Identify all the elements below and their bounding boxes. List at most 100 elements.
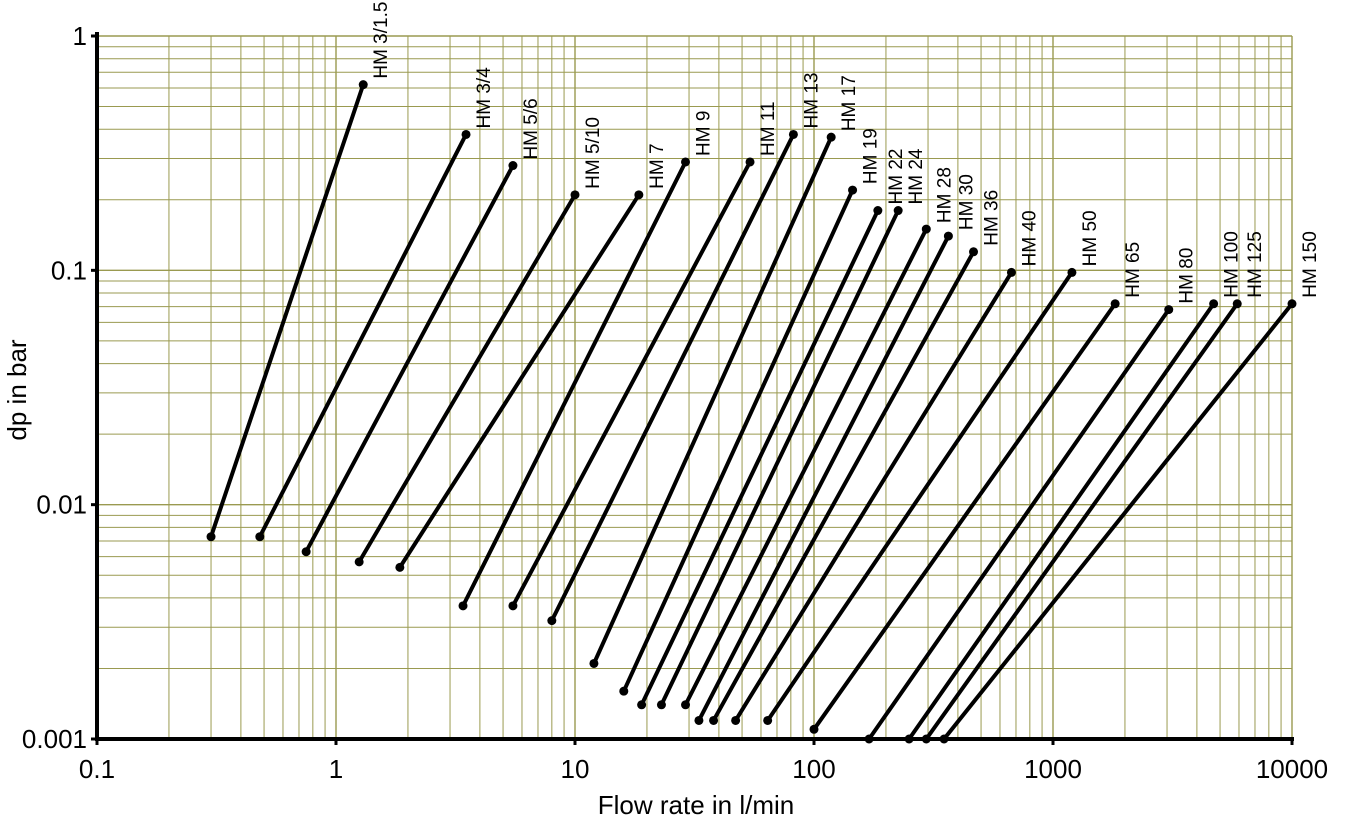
series-hm-65: HM 65 [809, 242, 1144, 734]
series-hm-11: HM 11 [508, 101, 779, 611]
series-hm-150: HM 150 [939, 231, 1321, 744]
series-line [549, 132, 796, 623]
series-label: HM 100 [1222, 231, 1243, 298]
series-line [257, 132, 469, 539]
series-start-point [681, 700, 691, 710]
x-tick-label: 1000 [1024, 754, 1082, 784]
series-hm-100: HM 100 [904, 231, 1243, 744]
series-line [397, 192, 641, 570]
series-label: HM 24 [906, 148, 927, 204]
series-start-point [301, 547, 311, 557]
series-line [924, 301, 1240, 741]
series-line [304, 163, 515, 554]
series-end-point [873, 206, 883, 216]
x-tick-label: 10 [561, 754, 590, 784]
series-hm-5-10: HM 5/10 [354, 117, 604, 567]
series-label: HM 30 [956, 174, 977, 230]
series-line [357, 192, 577, 564]
series-label: HM 5/6 [521, 98, 542, 159]
x-tick-label: 100 [792, 754, 835, 784]
y-tick-label: 0.01 [36, 490, 87, 520]
series-end-point [893, 206, 903, 216]
series-label: HM 65 [1123, 242, 1144, 298]
series-lines: HM 3/1.5 HM 3/4 HM 5/6 HM 5/10 HM 7 HM 9 HM 11… [206, 2, 1321, 744]
series-line [867, 307, 1171, 741]
x-tick-label: 1 [329, 754, 343, 784]
series-start-point [458, 601, 468, 611]
series-start-point [547, 616, 557, 626]
series-end-point [969, 247, 979, 257]
series-start-point [619, 686, 629, 696]
series-label: HM 28 [934, 167, 955, 223]
series-hm-125: HM 125 [921, 231, 1266, 744]
y-tick-label: 0.001 [22, 724, 87, 754]
x-tick-label: 10000 [1256, 754, 1328, 784]
series-hm-17: HM 17 [589, 75, 860, 668]
series-label: HM 3/1.5 [371, 2, 392, 79]
x-tick-label: 0.1 [79, 754, 115, 784]
series-line [659, 208, 901, 707]
series-hm-50: HM 50 [763, 210, 1101, 725]
series-hm-9: HM 9 [458, 111, 715, 611]
series-end-point [358, 80, 368, 90]
series-label: HM 17 [839, 75, 860, 131]
series-line [683, 227, 929, 707]
series-end-point [1164, 305, 1174, 315]
series-line [696, 234, 951, 723]
series-start-point [694, 715, 704, 725]
series-hm-3-1-5: HM 3/1.5 [206, 2, 392, 542]
series-start-point [206, 532, 216, 542]
series-end-point [848, 185, 858, 195]
series-end-point [1110, 299, 1120, 309]
series-line [942, 301, 1294, 741]
series-start-point [354, 557, 364, 567]
series-start-point [809, 724, 819, 734]
series-start-point [731, 715, 741, 725]
series-label: HM 40 [1019, 210, 1040, 266]
series-line [765, 270, 1074, 723]
series-hm-13: HM 13 [547, 73, 822, 626]
series-end-point [461, 129, 471, 139]
series-label: HM 125 [1245, 231, 1266, 298]
series-label: HM 80 [1177, 248, 1198, 304]
series-label: HM 19 [861, 128, 882, 184]
series-label: HM 9 [694, 111, 715, 156]
series-end-point [570, 190, 580, 200]
series-label: HM 22 [886, 149, 907, 205]
series-label: HM 36 [982, 190, 1003, 246]
series-end-point [508, 161, 518, 171]
series-line [733, 270, 1014, 723]
series-hm-80: HM 80 [864, 248, 1198, 744]
series-end-point [681, 157, 691, 167]
series-start-point [864, 734, 874, 744]
y-tick-label: 0.1 [51, 255, 87, 285]
series-label: HM 5/10 [583, 117, 604, 189]
series-start-point [921, 734, 931, 744]
series-end-point [745, 157, 755, 167]
y-axis-title: dp in bar [2, 339, 32, 441]
series-hm-22: HM 22 [637, 149, 907, 710]
series-label: HM 7 [647, 143, 668, 188]
series-label: HM 150 [1300, 231, 1321, 298]
series-line [639, 208, 880, 707]
series-label: HM 11 [758, 101, 779, 156]
series-start-point [395, 562, 405, 572]
series-end-point [788, 129, 798, 139]
series-end-point [1232, 299, 1242, 309]
series-line [812, 301, 1118, 732]
y-tick-label: 1 [73, 21, 87, 51]
series-hm-28: HM 28 [681, 167, 955, 710]
series-start-point [656, 700, 666, 710]
series-end-point [1006, 267, 1016, 277]
series-end-point [634, 190, 644, 200]
series-start-point [255, 532, 265, 542]
series-end-point [1287, 299, 1297, 309]
series-start-point [939, 734, 949, 744]
series-label: HM 13 [801, 73, 822, 129]
series-line [591, 135, 834, 666]
series-start-point [709, 715, 719, 725]
series-start-point [637, 700, 647, 710]
series-line [510, 159, 753, 608]
series-label: HM 3/4 [474, 67, 495, 129]
